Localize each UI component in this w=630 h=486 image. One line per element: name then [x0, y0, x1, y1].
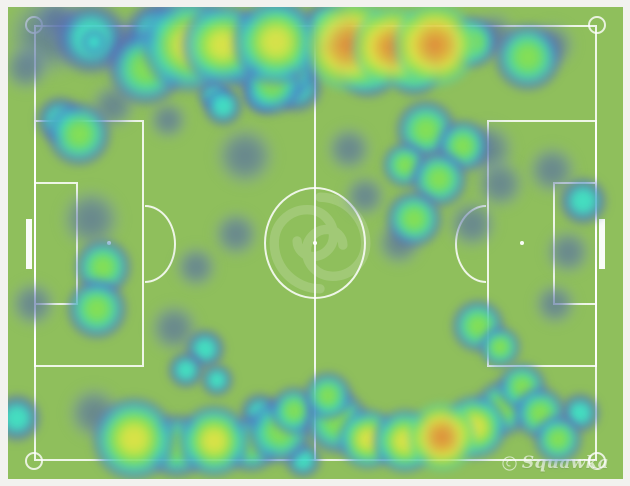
- heat-blob: [372, 217, 425, 269]
- heat-blob: [408, 149, 469, 210]
- heat-blob: [241, 72, 286, 117]
- heat-blob: [166, 350, 207, 391]
- heat-blob: [136, 7, 181, 41]
- heat-blob: [303, 388, 372, 457]
- heat-blob: [267, 384, 320, 437]
- heat-blob: [301, 7, 398, 93]
- heat-blob: [472, 156, 528, 212]
- heat-blob: [8, 278, 59, 331]
- heat-blob: [121, 7, 190, 67]
- heat-blob: [441, 393, 510, 462]
- heat-blob: [244, 397, 313, 466]
- heat-blob: [34, 94, 87, 147]
- heat-blob: [531, 280, 580, 329]
- heat-blob: [435, 118, 492, 175]
- heat-blob: [182, 327, 227, 372]
- heat-blob: [557, 174, 610, 227]
- heat-blob: [199, 361, 236, 398]
- heat-blob: [444, 14, 501, 71]
- heat-blob: [8, 391, 44, 444]
- heat-blob: [210, 11, 291, 92]
- heat-blob: [350, 7, 435, 90]
- heat-blob: [44, 100, 113, 169]
- heat-blob: [139, 7, 240, 95]
- heat-blob: [250, 34, 319, 103]
- heat-blob: [450, 297, 507, 354]
- heat-blob: [495, 360, 548, 413]
- heat-blob: [146, 299, 203, 356]
- heat-blob: [541, 226, 594, 279]
- heat-blob: [444, 196, 501, 253]
- heat-blob: [383, 38, 444, 99]
- heatmap-layer: [8, 7, 623, 479]
- heat-blob: [143, 411, 212, 479]
- heat-blob: [64, 382, 125, 443]
- heat-blob: [391, 7, 480, 89]
- heat-blob: [8, 7, 94, 82]
- heat-blob: [557, 390, 602, 435]
- heat-blob: [176, 403, 253, 479]
- heat-blob: [473, 378, 534, 439]
- heat-blob: [238, 390, 283, 435]
- heat-blob: [210, 121, 279, 190]
- heat-blob: [380, 141, 429, 190]
- heat-blob: [333, 32, 402, 100]
- heat-blob: [297, 7, 358, 59]
- heat-blob: [240, 52, 305, 117]
- heat-blob: [51, 7, 132, 78]
- heat-blob: [171, 242, 220, 291]
- heat-blob: [90, 394, 179, 479]
- heat-blob: [340, 171, 389, 220]
- heat-blob: [91, 13, 164, 86]
- heat-blob: [532, 412, 585, 465]
- heat-blob: [478, 324, 522, 369]
- heat-blob: [269, 59, 326, 116]
- heat-blob: [524, 141, 581, 198]
- heat-blob: [73, 236, 134, 297]
- heat-blob: [467, 9, 520, 62]
- heat-blob: [283, 440, 324, 479]
- heat-blob: [201, 84, 246, 129]
- heat-blob: [301, 370, 354, 423]
- heat-blob: [57, 185, 126, 254]
- heat-blob: [8, 42, 53, 95]
- heat-blob: [220, 413, 281, 474]
- heat-blob: [335, 406, 400, 471]
- heat-blob: [80, 28, 109, 57]
- heat-blob: [491, 20, 564, 93]
- heat-blob: [196, 76, 233, 113]
- heat-blob: [383, 189, 444, 250]
- heat-blob: [33, 7, 82, 43]
- heat-blob: [370, 407, 439, 476]
- heat-blob: [248, 7, 309, 61]
- heat-blob: [323, 122, 376, 175]
- heat-blob: [405, 400, 478, 473]
- heat-blob: [65, 277, 130, 342]
- heat-blob: [229, 7, 322, 89]
- heat-blob: [145, 98, 190, 143]
- heat-blob: [86, 80, 139, 133]
- heat-blob: [209, 207, 262, 260]
- heat-blob: [526, 18, 579, 71]
- heat-blob: [511, 384, 568, 441]
- heat-blob: [394, 97, 459, 162]
- heat-blob: [106, 28, 187, 109]
- football-pitch: Squawka: [8, 7, 623, 479]
- heat-blob: [179, 7, 268, 89]
- heat-blob: [457, 118, 518, 179]
